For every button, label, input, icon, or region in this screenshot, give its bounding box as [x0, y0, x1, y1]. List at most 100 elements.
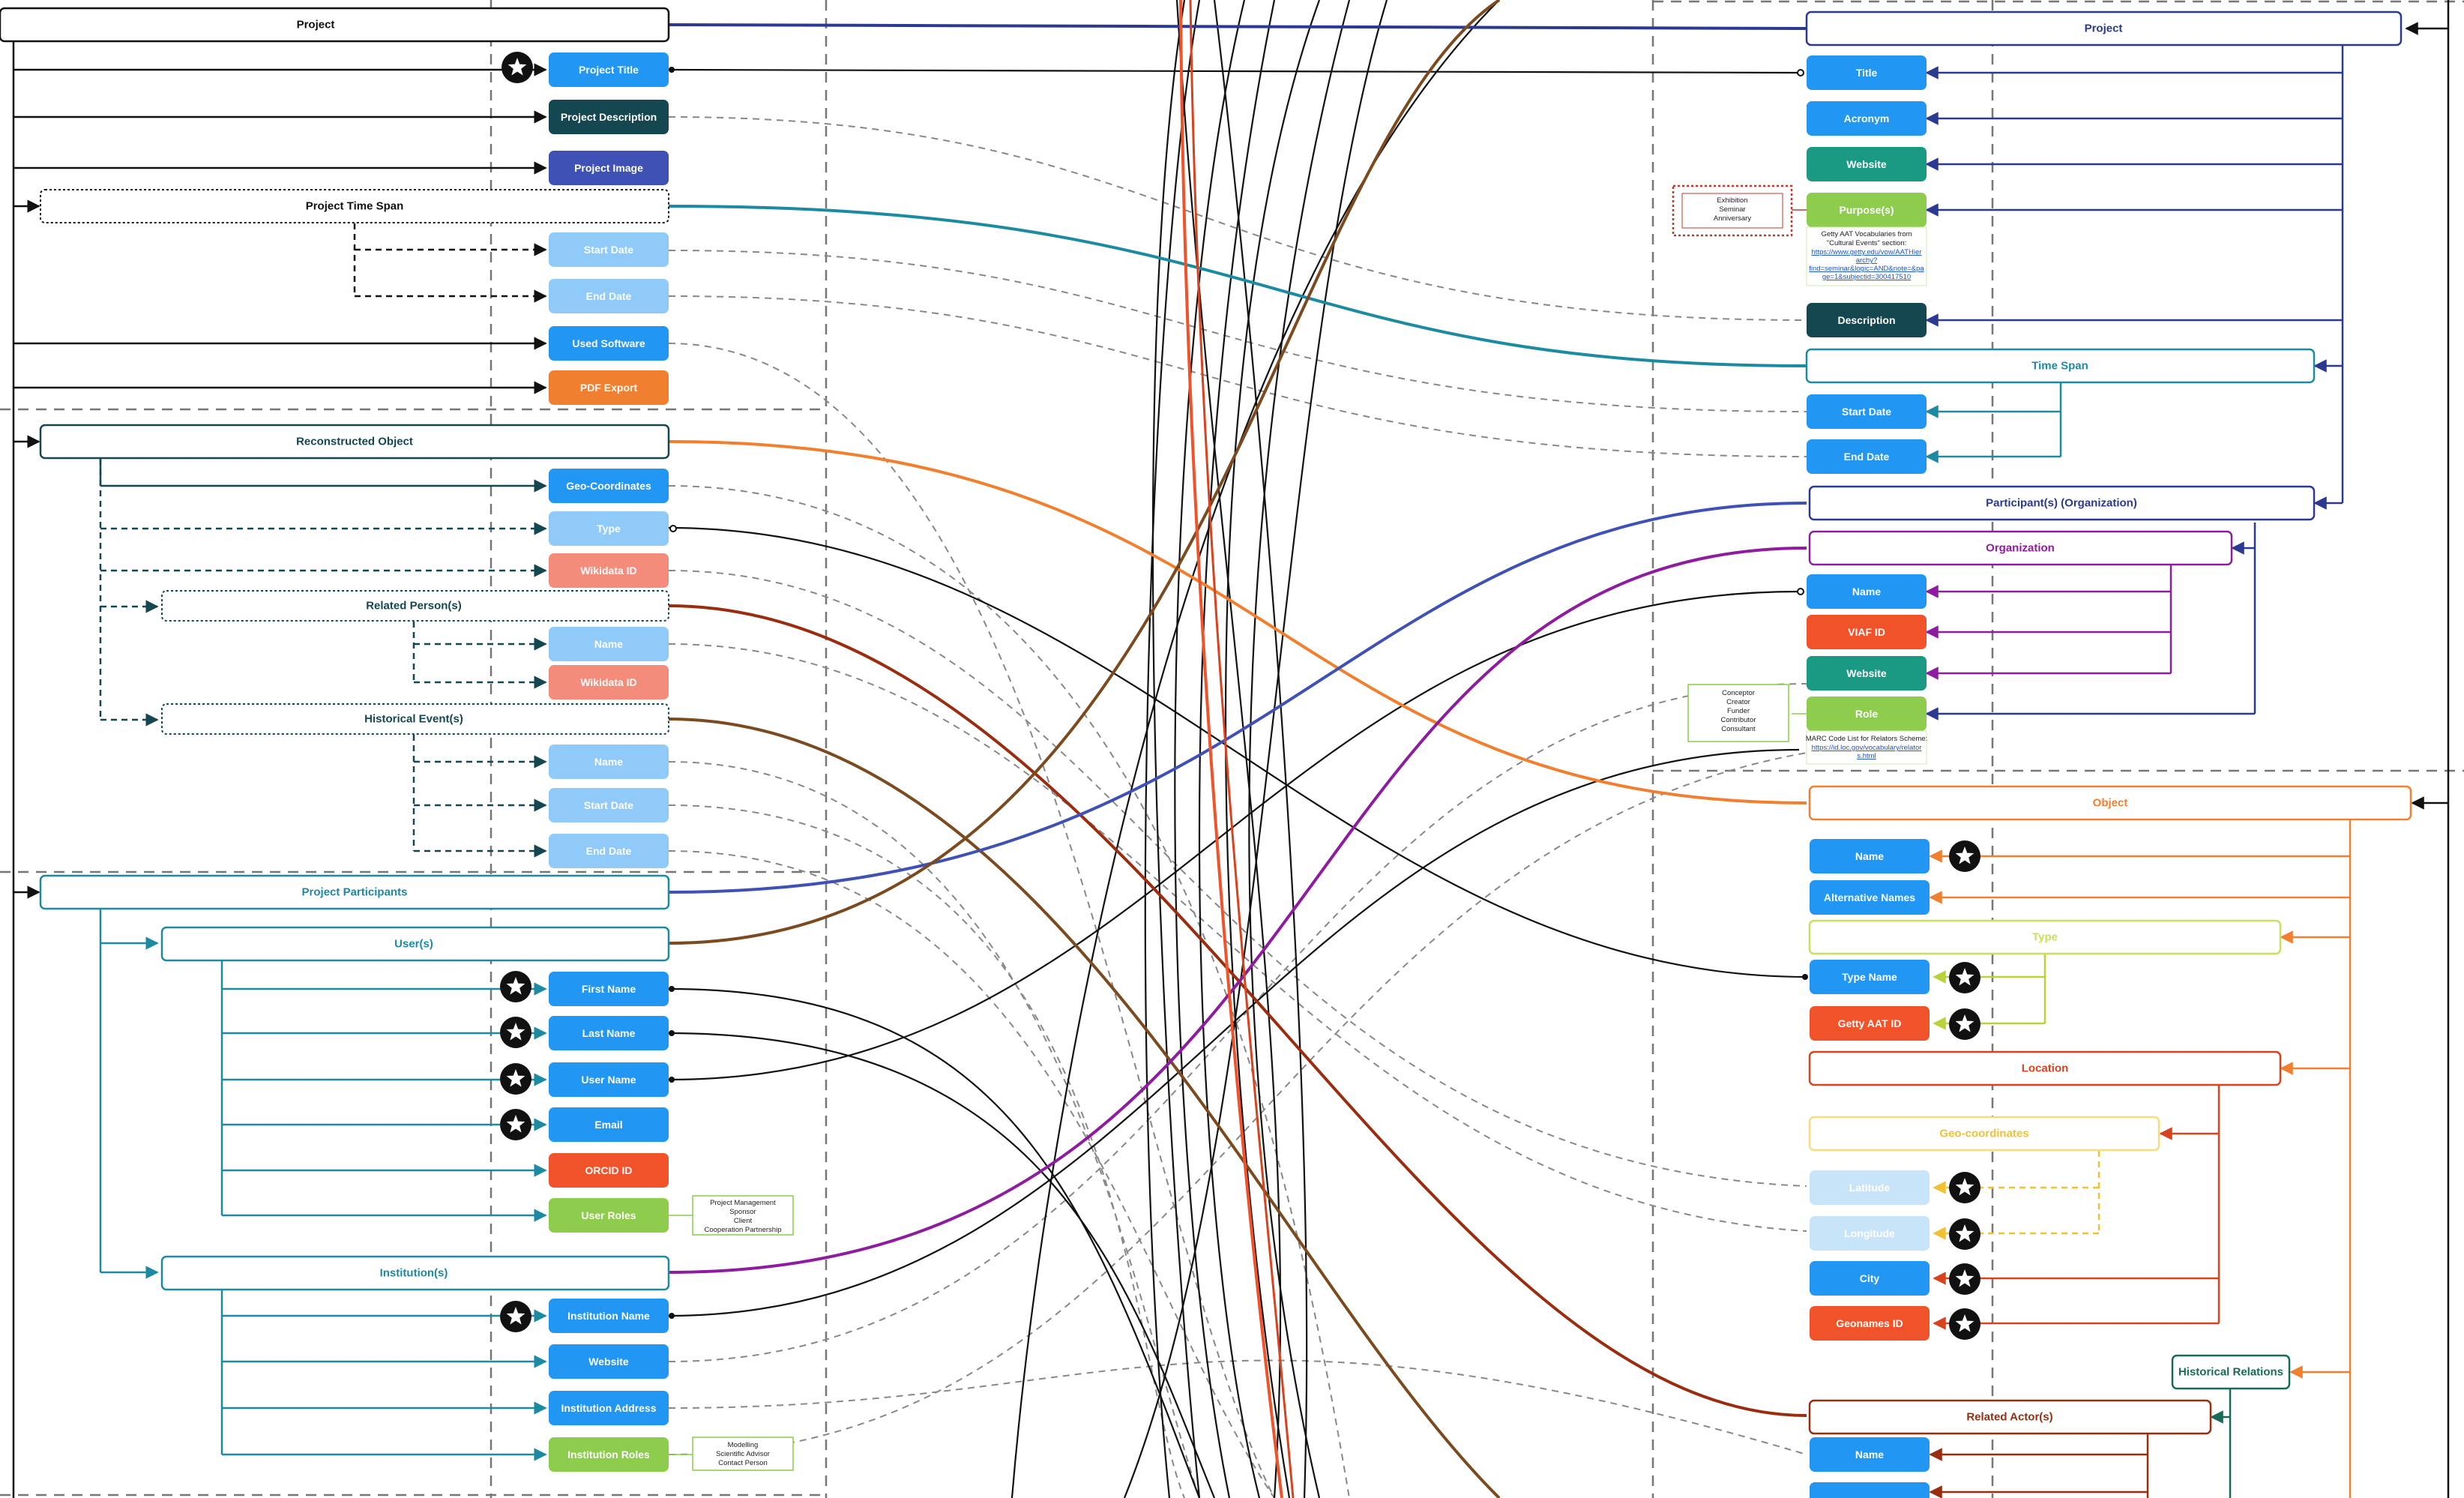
field-org-name[interactable]: Name [1807, 574, 1927, 609]
field-geo-coordinates[interactable]: Geo-Coordinates [549, 469, 669, 503]
svg-text:Institution Roles: Institution Roles [567, 1449, 650, 1461]
field-object-name[interactable]: Name [1810, 839, 1930, 873]
field-actor-name[interactable]: Name [1810, 1437, 1930, 1472]
field-org-website[interactable]: Website [1807, 656, 1927, 691]
field-event-start-date[interactable]: Start Date [549, 788, 669, 822]
field-right-website[interactable]: Website [1807, 147, 1927, 181]
svg-text:Project Participants: Project Participants [302, 886, 408, 899]
field-person-name[interactable]: Name [549, 627, 669, 661]
field-user-roles[interactable]: User Roles [549, 1198, 669, 1233]
star-badge-icon [500, 971, 531, 1002]
user-roles-note: Project Management Sponsor Client Cooper… [692, 1195, 794, 1236]
field-email[interactable]: Email [549, 1107, 669, 1142]
users-header[interactable]: User(s) [160, 926, 670, 962]
related-persons-header[interactable]: Related Person(s) [161, 590, 669, 622]
left-project-header[interactable]: Project [0, 7, 670, 43]
field-start-date[interactable]: Start Date [549, 232, 669, 267]
field-viaf-id[interactable]: VIAF ID [1807, 615, 1927, 649]
field-actor-next[interactable] [1810, 1482, 1930, 1498]
geo-coordinates-header[interactable]: Geo-coordinates [1808, 1116, 2160, 1152]
field-right-end-date[interactable]: End Date [1807, 439, 1927, 474]
svg-text:Website: Website [1846, 158, 1887, 170]
star-badge-icon [1949, 1172, 1980, 1203]
field-pdf-export[interactable]: PDF Export [549, 370, 669, 405]
svg-text:Start Date: Start Date [584, 244, 633, 256]
field-city[interactable]: City [1810, 1261, 1930, 1296]
roles-source-note: MARC Code List for Relators Scheme: http… [1806, 730, 1928, 765]
field-title[interactable]: Title [1807, 55, 1927, 90]
field-website[interactable]: Website [549, 1344, 669, 1379]
historical-events-header[interactable]: Historical Event(s) [161, 703, 669, 735]
institutions-header[interactable]: Institution(s) [160, 1255, 670, 1291]
field-used-software[interactable]: Used Software [549, 326, 669, 361]
svg-text:Location: Location [2022, 1062, 2069, 1075]
field-event-end-date[interactable]: End Date [549, 834, 669, 868]
svg-text:Historical Relations: Historical Relations [2178, 1366, 2283, 1379]
field-purposes[interactable]: Purpose(s) [1807, 193, 1927, 227]
organization-header[interactable]: Organization [1808, 530, 2233, 566]
field-getty-aat-id[interactable]: Getty AAT ID [1810, 1006, 1930, 1041]
connector-dots [669, 67, 1808, 1319]
field-alternative-names[interactable]: Alternative Names [1810, 880, 1930, 915]
historical-relations-header[interactable]: Historical Relations [2171, 1354, 2291, 1390]
star-badge-icon [501, 52, 533, 83]
type-header[interactable]: Type [1808, 919, 2282, 955]
field-project-description[interactable]: Project Description [549, 100, 669, 134]
svg-text:Participant(s) (Organization): Participant(s) (Organization) [1986, 497, 2137, 510]
field-latitude[interactable]: Latitude [1810, 1170, 1930, 1205]
star-badge-icon [1949, 1008, 1980, 1040]
field-institution-roles[interactable]: Institution Roles [549, 1437, 669, 1472]
field-description[interactable]: Description [1807, 303, 1927, 337]
location-header[interactable]: Location [1808, 1050, 2282, 1086]
svg-text:Contributor: Contributor [1721, 716, 1756, 724]
field-end-date[interactable]: End Date [549, 279, 669, 313]
field-acronym[interactable]: Acronym [1807, 101, 1927, 136]
participants-header[interactable]: Project Participants [39, 874, 670, 910]
star-badge-icon [500, 1017, 531, 1048]
events-note: Exhibition Seminar Anniversary [1672, 184, 1793, 237]
field-type[interactable]: Type [549, 511, 669, 546]
participants-organization-header[interactable]: Participant(s) (Organization) [1808, 485, 2316, 521]
svg-text:End Date: End Date [586, 290, 632, 302]
svg-text:End Date: End Date [586, 845, 632, 857]
field-person-wikidata-id[interactable]: Wikidata ID [549, 665, 669, 700]
object-header[interactable]: Object [1808, 785, 2412, 821]
related-actors-header[interactable]: Related Actor(s) [1808, 1399, 2212, 1435]
svg-text:Last Name: Last Name [582, 1027, 636, 1039]
field-last-name[interactable]: Last Name [549, 1016, 669, 1050]
field-project-title[interactable]: Project Title [549, 52, 669, 87]
reconstructed-object-header[interactable]: Reconstructed Object [39, 424, 670, 460]
svg-text:Time Span: Time Span [2031, 360, 2088, 373]
svg-text:Conceptor: Conceptor [1722, 689, 1755, 697]
svg-text:Organization: Organization [1986, 542, 2055, 555]
field-longitude[interactable]: Longitude [1810, 1216, 1930, 1251]
svg-text:Project Time Span: Project Time Span [306, 200, 404, 213]
field-type-name[interactable]: Type Name [1810, 960, 1930, 994]
svg-text:Geonames ID: Geonames ID [1836, 1317, 1903, 1329]
field-geonames-id[interactable]: Geonames ID [1810, 1306, 1930, 1341]
svg-text:First Name: First Name [582, 983, 636, 995]
purposes-vocabulary-link[interactable]: https://www.getty.edu/vow/AATHier [1812, 248, 1922, 256]
svg-text:Start Date: Start Date [584, 799, 633, 811]
left-field-pills: Project Title Project Description Projec… [549, 52, 669, 1472]
field-wikidata-id[interactable]: Wikidata ID [549, 553, 669, 588]
field-institution-name[interactable]: Institution Name [549, 1299, 669, 1333]
field-project-image[interactable]: Project Image [549, 151, 669, 185]
field-right-start-date[interactable]: Start Date [1807, 394, 1927, 429]
right-project-header[interactable]: Project [1805, 10, 2403, 46]
field-event-name[interactable]: Name [549, 745, 669, 779]
field-user-name[interactable]: User Name [549, 1062, 669, 1097]
relators-scheme-link[interactable]: https://id.loc.gov/vocabulary/relator [1812, 744, 1922, 752]
right-time-span-header[interactable]: Time Span [1805, 348, 2316, 384]
svg-text:Type: Type [2032, 931, 2058, 944]
time-span-header[interactable]: Project Time Span [40, 189, 669, 223]
field-institution-address[interactable]: Institution Address [549, 1391, 669, 1425]
field-role[interactable]: Role [1807, 697, 1927, 731]
svg-text:Creator: Creator [1726, 698, 1750, 706]
svg-text:MARC Code List for Relators Sc: MARC Code List for Relators Scheme: [1806, 735, 1928, 743]
svg-text:ORCID ID: ORCID ID [585, 1164, 633, 1176]
field-first-name[interactable]: First Name [549, 972, 669, 1006]
svg-text:Funder: Funder [1727, 707, 1750, 715]
field-orcid-id[interactable]: ORCID ID [549, 1153, 669, 1188]
